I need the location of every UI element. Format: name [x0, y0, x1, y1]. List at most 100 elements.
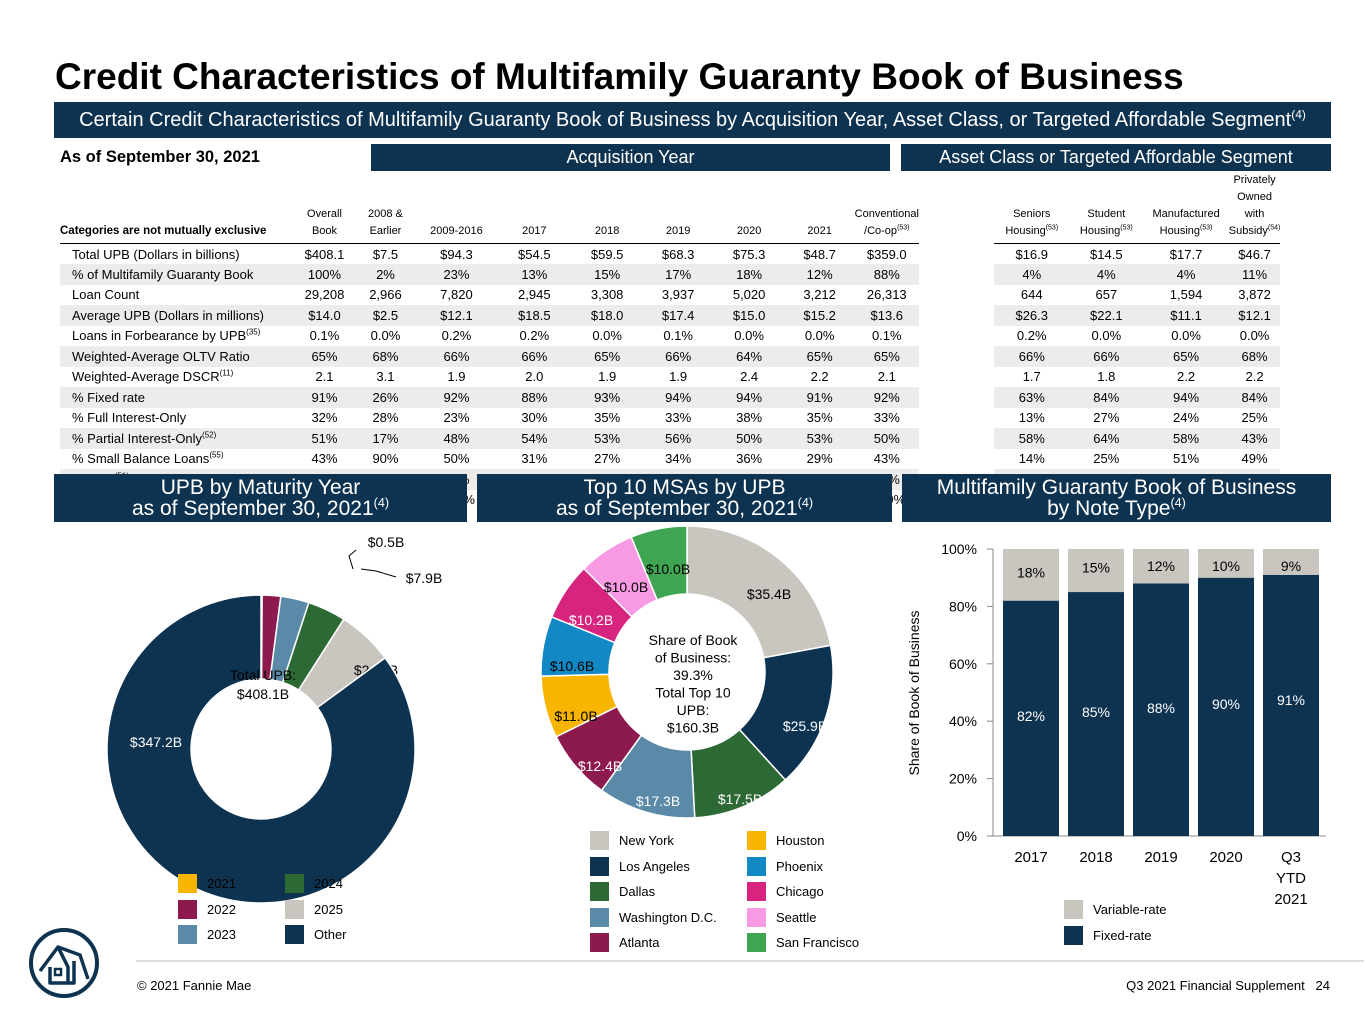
legend-swatch	[747, 933, 766, 952]
legend-item: 2022	[178, 900, 236, 919]
legend-label: 2023	[207, 927, 236, 942]
table-cell: 29%	[806, 451, 833, 467]
column-gap	[1280, 367, 1365, 388]
row-label: % Small Balance Loans(55)	[60, 449, 294, 470]
top-msa-header: Top 10 MSAs by UPB as of September 30, 20…	[477, 474, 892, 522]
table-cell: $26.3	[994, 305, 1070, 326]
table-cell: 28%	[372, 410, 399, 426]
table-cell: $17.7	[1169, 246, 1203, 262]
column-header-line1: Manufactured	[1152, 208, 1220, 220]
column-gap	[1280, 408, 1365, 429]
legend-item: Dallas	[590, 882, 655, 901]
table-row: Weighted-Average DSCR(11) 2.1 3.1 1.9 2.0 1.9…	[60, 367, 1365, 388]
row-label: Weighted-Average DSCR(11)	[60, 367, 294, 388]
column-gap	[1280, 305, 1365, 326]
column-header: 2008 & Earlier	[355, 172, 416, 244]
table-cell: 26%	[355, 387, 416, 408]
column-header-line1: Seniors	[1013, 208, 1051, 220]
upb-maturity-subtitle: as of September 30, 2021	[131, 497, 374, 520]
table-cell: $13.6	[854, 305, 919, 326]
table-cell: $2.5	[355, 305, 416, 326]
table-cell: 94%	[713, 387, 785, 408]
table-cell: 63%	[994, 387, 1070, 408]
row-label-text: % Partial Interest-Only	[72, 430, 203, 446]
table-cell: 51%	[1173, 451, 1200, 467]
table-cell: 2.1	[315, 369, 334, 385]
table-cell: 4%	[1143, 264, 1229, 285]
slice-value-label: $0.5B	[368, 534, 405, 550]
donut-slice-new-york	[686, 525, 832, 659]
legend-item: Atlanta	[590, 933, 659, 952]
row-label: Weighted-Average OLTV Ratio	[60, 346, 294, 367]
bar-variable-rate	[1263, 549, 1319, 575]
table-cell: 0.1%	[871, 328, 902, 344]
legend-label: Washington D.C.	[619, 910, 717, 925]
subtitle-footnote: (4)	[1291, 107, 1306, 122]
bar-fixed-rate	[1198, 577, 1254, 836]
table-cell: 48%	[415, 428, 497, 449]
column-header-line2: 2018	[594, 225, 620, 237]
footer-supplement: Q3 2021 Financial Supplement	[1126, 978, 1305, 993]
note-type-header: Multifamily Guaranty Book of Business by …	[902, 474, 1331, 522]
slice-value-label: $347.2B	[130, 734, 182, 750]
row-label-text: % Small Balance Loans	[72, 451, 210, 467]
table-cell: 2.4	[740, 369, 759, 385]
bar-value-label: 88%	[1147, 700, 1175, 716]
table-cell: 4%	[994, 264, 1070, 285]
table-cell: 7,820	[440, 287, 473, 303]
legend-swatch	[285, 925, 304, 944]
row-label-text: Loan Count	[72, 287, 140, 303]
table-cell: 11%	[1228, 264, 1281, 285]
column-header-footnote: (53)	[897, 224, 910, 232]
table-cell: 1,594	[1169, 287, 1203, 303]
row-label: Loan Count	[60, 285, 294, 306]
legend-item: 2021	[178, 874, 236, 893]
legend-label: 2021	[207, 876, 236, 891]
table-cell: 50%	[854, 428, 919, 449]
table-cell: 2.2	[1177, 369, 1196, 385]
slice-value-label: $17.5B	[718, 791, 762, 807]
donut-center-text: of Business:	[655, 650, 731, 666]
column-header-footnote: (53)	[1200, 224, 1213, 232]
table-cell: 3.1	[376, 369, 395, 385]
table-cell: $14.5	[1090, 246, 1123, 262]
table-cell: 38%	[736, 410, 763, 426]
y-axis-title: Share of Book of Business	[906, 611, 922, 776]
table-cell: $15.2	[784, 305, 855, 326]
table-cell: 65%	[571, 346, 643, 367]
column-gap	[1280, 326, 1365, 347]
column-header-line2: Book	[311, 225, 338, 237]
table-row: Loan Count 29,208 2,966 7,820 2,945 3,308 3,93…	[60, 285, 1365, 306]
column-gap	[918, 346, 995, 367]
legend-item: Los Angeles	[590, 857, 690, 876]
y-tick-label: 60%	[949, 656, 977, 672]
leader-line	[348, 549, 357, 570]
column-gap	[1280, 264, 1365, 285]
table-cell: 84%	[1069, 387, 1144, 408]
donut-center-text: Total Top 10	[655, 685, 730, 701]
column-header: Student Housing(53)	[1069, 172, 1144, 244]
x-tick-label: 2017	[1014, 849, 1047, 866]
table-cell: 51%	[293, 428, 356, 449]
table-cell: 18%	[713, 264, 785, 285]
table-cell: 66%	[1069, 346, 1144, 367]
row-label-footnote: (52)	[202, 430, 217, 440]
table-cell: 23%	[443, 410, 470, 426]
table-cell: 65%	[784, 346, 855, 367]
table-cell: 1.7	[1022, 369, 1041, 385]
legend-item: Houston	[747, 831, 824, 850]
table-cell: 644	[1020, 287, 1043, 303]
column-header-line1: Student	[1087, 208, 1126, 220]
table-cell: 2%	[355, 264, 416, 285]
column-header: Conventional/Co-op(53)	[854, 172, 919, 244]
column-gap	[1280, 346, 1365, 367]
table-cell: 26,313	[866, 287, 907, 303]
upb-maturity-donut-chart: $0.5B$7.9B$12.1B$16.4B$24.0B$347.2BTotal…	[106, 534, 442, 904]
table-cell: 0.2%	[519, 328, 550, 344]
column-header: Privately Owned with Subsidy(54)	[1228, 172, 1281, 244]
column-header-line1: Privately Owned	[1233, 174, 1276, 203]
column-gap	[919, 285, 994, 306]
bar-fixed-rate	[1068, 592, 1124, 836]
note-type-title: Multifamily Guaranty Book of Business	[936, 476, 1297, 499]
legend-item: Chicago	[747, 882, 824, 901]
